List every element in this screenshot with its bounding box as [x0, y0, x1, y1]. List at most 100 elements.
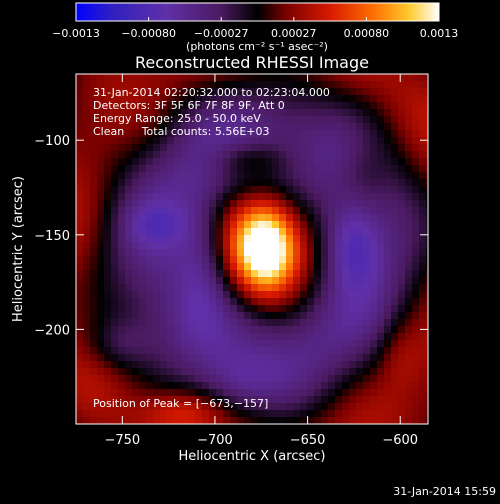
heatmap-cell	[335, 158, 343, 166]
heatmap-cell	[370, 193, 378, 201]
heatmap-cell	[209, 158, 217, 166]
heatmap-cell	[293, 207, 301, 215]
heatmap-cell	[209, 242, 217, 250]
heatmap-cell	[195, 242, 203, 250]
heatmap-cell	[83, 221, 91, 229]
heatmap-cell	[356, 284, 364, 292]
heatmap-cell	[356, 270, 364, 278]
heatmap-cell	[223, 221, 231, 229]
heatmap-cell	[237, 305, 245, 313]
heatmap-cell	[125, 340, 133, 348]
heatmap-cell	[104, 333, 112, 341]
heatmap-cell	[202, 396, 210, 404]
heatmap-cell	[244, 172, 252, 180]
heatmap-cell	[370, 340, 378, 348]
heatmap-cell	[209, 312, 217, 320]
heatmap-cell	[398, 235, 406, 243]
heatmap-cell	[167, 130, 175, 138]
colorbar-unit-label: (photons cm⁻² s⁻¹ asec⁻²)	[186, 40, 328, 53]
heatmap-cell	[118, 347, 126, 355]
heatmap-cell	[118, 165, 126, 173]
heatmap-cell	[328, 361, 336, 369]
heatmap-cell	[307, 214, 315, 222]
heatmap-cell	[419, 137, 427, 145]
heatmap-cell	[97, 319, 105, 327]
heatmap-cell	[335, 263, 343, 271]
heatmap-cell	[132, 256, 140, 264]
heatmap-cell	[76, 214, 84, 222]
heatmap-cell	[335, 333, 343, 341]
heatmap-cell	[370, 81, 378, 89]
heatmap-cell	[300, 228, 308, 236]
heatmap-cell	[174, 298, 182, 306]
annotation-peak-position: Position of Peak = [−673,−157]	[93, 397, 268, 410]
heatmap-cell	[146, 256, 154, 264]
heatmap-cell	[244, 116, 252, 124]
heatmap-cell	[279, 277, 287, 285]
chart-title: Reconstructed RHESSI Image	[135, 53, 369, 72]
heatmap-cell	[153, 375, 161, 383]
heatmap-cell	[83, 242, 91, 250]
heatmap-cell	[209, 270, 217, 278]
heatmap-cell	[195, 368, 203, 376]
heatmap-cell	[384, 116, 392, 124]
heatmap-cell	[265, 361, 273, 369]
heatmap-cell	[83, 88, 91, 96]
heatmap-cell	[83, 207, 91, 215]
heatmap-cell	[146, 221, 154, 229]
heatmap-cell	[202, 368, 210, 376]
heatmap-cell	[370, 116, 378, 124]
heatmap-cell	[160, 165, 168, 173]
heatmap-cell	[125, 284, 133, 292]
heatmap-cell	[230, 158, 238, 166]
heatmap-cell	[328, 186, 336, 194]
heatmap-cell	[223, 270, 231, 278]
heatmap-cell	[195, 158, 203, 166]
heatmap-cell	[293, 389, 301, 397]
heatmap-cell	[97, 312, 105, 320]
heatmap-cell	[265, 95, 273, 103]
heatmap-cell	[251, 403, 259, 411]
heatmap-cell	[237, 277, 245, 285]
heatmap-cell	[230, 151, 238, 159]
heatmap-cell	[370, 347, 378, 355]
heatmap-cell	[328, 270, 336, 278]
heatmap-cell	[321, 340, 329, 348]
heatmap-cell	[293, 228, 301, 236]
heatmap-cell	[335, 354, 343, 362]
heatmap-cell	[300, 298, 308, 306]
heatmap-cell	[342, 74, 350, 82]
heatmap-cell	[160, 158, 168, 166]
heatmap-cell	[328, 256, 336, 264]
heatmap-cell	[272, 123, 280, 131]
heatmap-cell	[76, 256, 84, 264]
heatmap-cell	[300, 333, 308, 341]
heatmap-cell	[195, 389, 203, 397]
heatmap-cell	[286, 417, 294, 424]
heatmap-cell	[160, 361, 168, 369]
heatmap-cell	[251, 312, 259, 320]
heatmap-cell	[237, 109, 245, 117]
heatmap-cell	[83, 102, 91, 110]
heatmap-cell	[293, 88, 301, 96]
x-tick-label: −700	[197, 433, 233, 448]
heatmap-cell	[272, 417, 280, 424]
heatmap-cell	[83, 354, 91, 362]
heatmap-cell	[188, 116, 196, 124]
heatmap-cell	[363, 95, 371, 103]
heatmap-cell	[216, 256, 224, 264]
heatmap-cell	[125, 361, 133, 369]
heatmap-cell	[265, 410, 273, 418]
heatmap-cell	[307, 277, 315, 285]
heatmap-cell	[419, 242, 427, 250]
heatmap-cell	[286, 249, 294, 257]
heatmap-cell	[391, 284, 399, 292]
heatmap-cell	[97, 263, 105, 271]
heatmap-cell	[76, 200, 84, 208]
heatmap-cell	[97, 235, 105, 243]
heatmap-cell	[265, 368, 273, 376]
heatmap-cell	[167, 193, 175, 201]
heatmap-cell	[384, 249, 392, 257]
heatmap-cell	[223, 382, 231, 390]
heatmap-cell	[202, 347, 210, 355]
